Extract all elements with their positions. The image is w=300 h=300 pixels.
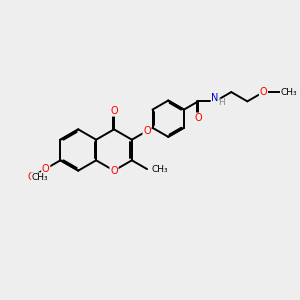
Text: N: N <box>212 93 219 103</box>
Text: CH₃: CH₃ <box>32 173 48 182</box>
Text: O: O <box>194 113 202 123</box>
Text: H: H <box>218 98 225 107</box>
Text: O: O <box>143 126 151 136</box>
Text: O: O <box>260 87 267 97</box>
Text: O: O <box>27 172 35 182</box>
Text: O: O <box>110 166 118 176</box>
Text: O: O <box>110 106 118 116</box>
Text: CH₃: CH₃ <box>152 165 168 174</box>
Text: O: O <box>42 164 50 174</box>
Text: CH₃: CH₃ <box>281 88 297 97</box>
